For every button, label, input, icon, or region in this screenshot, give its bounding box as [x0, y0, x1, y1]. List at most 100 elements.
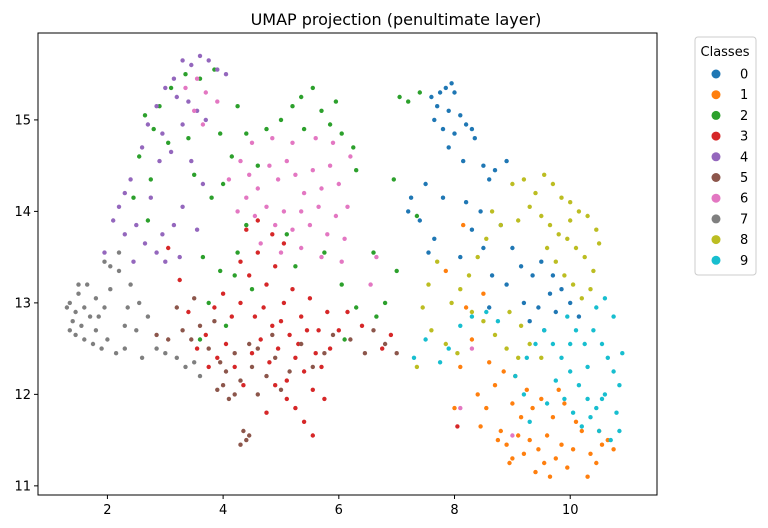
- point-class-8: [466, 273, 472, 278]
- point-class-0: [429, 94, 434, 100]
- point-class-0: [469, 126, 475, 132]
- point-class-5: [192, 296, 197, 301]
- point-class-1: [527, 437, 532, 443]
- point-class-3: [177, 277, 182, 283]
- point-class-0: [481, 245, 486, 251]
- point-class-4: [163, 85, 168, 91]
- point-class-4: [200, 181, 206, 187]
- y-tick-label: 12: [14, 388, 31, 403]
- point-class-6: [313, 136, 318, 141]
- legend-label-8: 8: [740, 233, 748, 248]
- point-class-8: [550, 181, 556, 187]
- point-class-2: [301, 126, 307, 132]
- point-class-8: [559, 195, 564, 200]
- point-class-0: [518, 264, 524, 269]
- legend-marker-5: [711, 173, 721, 182]
- point-class-2: [284, 232, 289, 237]
- point-class-9: [620, 351, 625, 356]
- point-class-8: [570, 282, 576, 287]
- point-class-7: [79, 323, 84, 328]
- legend-marker-3: [711, 131, 721, 141]
- point-class-3: [281, 241, 287, 246]
- point-class-0: [481, 163, 486, 168]
- point-class-1: [559, 442, 564, 447]
- point-class-2: [391, 177, 396, 182]
- point-class-5: [220, 383, 226, 388]
- point-class-3: [166, 245, 171, 251]
- point-class-9: [553, 378, 558, 383]
- point-class-3: [194, 346, 200, 351]
- point-class-3: [247, 273, 252, 278]
- legend-label-9: 9: [740, 254, 748, 269]
- point-class-5: [154, 332, 159, 338]
- point-class-0: [472, 136, 477, 141]
- point-class-6: [327, 163, 333, 168]
- point-class-9: [591, 328, 596, 333]
- point-class-1: [536, 447, 541, 452]
- point-class-0: [443, 85, 448, 91]
- point-class-9: [617, 383, 622, 388]
- point-class-3: [255, 250, 260, 255]
- point-class-0: [487, 177, 492, 182]
- point-class-6: [275, 177, 281, 182]
- point-class-2: [249, 287, 255, 292]
- point-class-0: [458, 113, 463, 118]
- y-tick-label: 13: [14, 296, 31, 311]
- points-layer: [64, 53, 625, 479]
- point-class-5: [247, 341, 252, 347]
- point-class-6: [235, 209, 240, 214]
- point-class-2: [192, 172, 197, 177]
- point-class-8: [542, 172, 547, 177]
- point-class-0: [461, 158, 466, 164]
- point-class-6: [316, 204, 321, 209]
- point-class-5: [166, 337, 171, 342]
- point-class-2: [322, 250, 327, 255]
- legend-label-3: 3: [740, 130, 748, 145]
- point-class-2: [351, 145, 356, 150]
- point-class-7: [85, 282, 90, 287]
- point-class-8: [414, 364, 420, 370]
- point-class-1: [518, 415, 524, 420]
- x-tick-label: 4: [219, 503, 227, 518]
- point-class-9: [559, 355, 564, 360]
- point-class-8: [449, 300, 454, 306]
- point-class-3: [284, 378, 289, 383]
- point-class-8: [565, 236, 570, 241]
- point-class-2: [299, 94, 304, 100]
- point-class-7: [90, 341, 96, 347]
- point-class-8: [420, 305, 425, 310]
- point-class-2: [148, 177, 153, 182]
- point-class-6: [183, 85, 188, 91]
- x-tick-label: 10: [562, 503, 579, 518]
- point-class-1: [498, 428, 503, 434]
- point-class-9: [521, 392, 527, 397]
- point-class-9: [568, 369, 573, 374]
- point-class-3: [261, 305, 266, 310]
- point-class-6: [299, 209, 304, 214]
- point-class-8: [518, 323, 524, 328]
- point-class-8: [492, 332, 498, 338]
- point-class-3: [316, 328, 321, 333]
- point-class-3: [281, 300, 287, 306]
- point-class-1: [481, 291, 486, 296]
- point-class-8: [562, 273, 567, 278]
- point-class-1: [565, 465, 570, 470]
- point-class-3: [267, 360, 272, 365]
- point-class-7: [139, 355, 145, 360]
- y-axis: 11 12 13 14 15: [14, 113, 38, 494]
- point-class-4: [154, 250, 159, 255]
- point-class-2: [183, 72, 188, 77]
- point-class-0: [550, 273, 556, 278]
- point-class-7: [87, 314, 93, 319]
- point-class-2: [235, 104, 240, 109]
- point-class-9: [614, 410, 619, 415]
- point-class-8: [568, 200, 573, 205]
- point-class-9: [594, 405, 599, 411]
- legend-label-2: 2: [740, 109, 748, 124]
- point-class-1: [504, 442, 509, 447]
- point-class-4: [134, 222, 139, 228]
- point-class-9: [608, 437, 613, 443]
- legend-label-7: 7: [740, 212, 748, 227]
- point-class-6: [215, 99, 220, 104]
- point-class-5: [238, 378, 243, 383]
